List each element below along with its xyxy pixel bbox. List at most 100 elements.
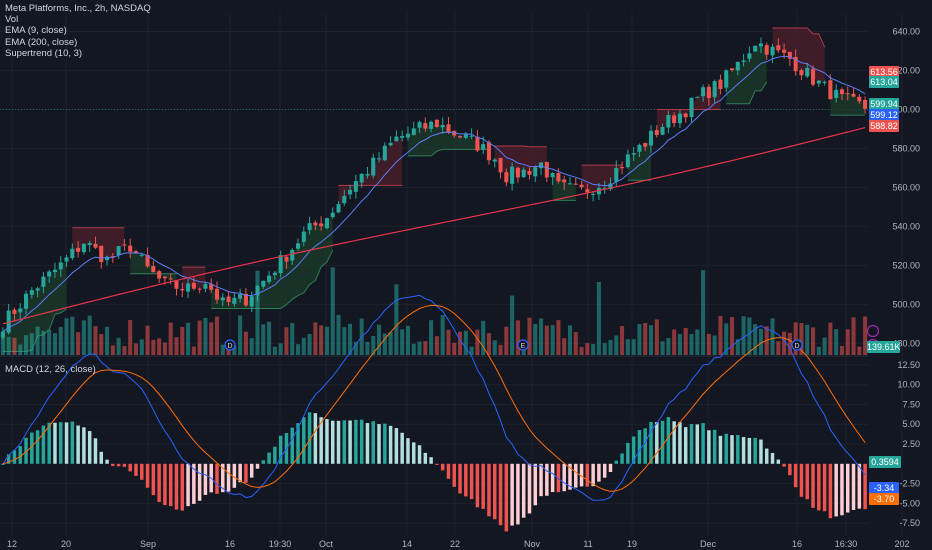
volume-bar — [133, 343, 139, 355]
candle-body — [463, 134, 468, 138]
candle-body — [145, 254, 150, 267]
histogram-bar — [111, 463, 115, 466]
price-tick-label: 620.00 — [892, 65, 920, 75]
histogram-bar — [475, 463, 480, 508]
volume-bar — [591, 344, 596, 355]
candle-body — [209, 284, 214, 290]
candle-body — [226, 296, 231, 302]
volume-bar — [261, 324, 266, 355]
symbol-title[interactable]: Meta Platforms, Inc., 2h, NASDAQ — [5, 3, 151, 14]
candle-body — [793, 57, 798, 72]
volume-bar — [544, 325, 549, 355]
candle-body — [851, 93, 856, 97]
histogram-bar — [707, 430, 711, 464]
volume-bar — [701, 270, 706, 355]
candle-body — [504, 172, 509, 183]
candle-body — [6, 310, 11, 333]
volume-bar — [382, 333, 387, 355]
candle-body — [47, 271, 52, 277]
supertrend-band — [2, 259, 67, 352]
candle-body — [625, 154, 630, 168]
histogram-bar — [718, 435, 723, 464]
event-marker[interactable] — [791, 339, 803, 351]
histogram-bar — [516, 463, 520, 525]
legend-supertrend[interactable]: Supertrend (10, 3) — [5, 47, 83, 59]
candle-body — [168, 278, 173, 280]
histogram-bar — [244, 463, 248, 483]
candle-body — [313, 222, 318, 226]
volume-bar — [469, 346, 474, 355]
histogram-bar — [24, 437, 28, 464]
volume-bar — [12, 337, 17, 355]
supertrend-band — [407, 123, 489, 156]
volume-bar — [411, 343, 416, 355]
candle-body — [521, 169, 526, 178]
volume-bar — [498, 344, 503, 355]
candle-body — [712, 81, 717, 98]
volume-bar — [475, 329, 480, 355]
volume-bar — [811, 327, 816, 355]
volume-bar — [81, 320, 86, 355]
candle-body — [816, 80, 821, 84]
volume-bar — [24, 335, 29, 355]
candle-body — [741, 60, 746, 62]
candle-body — [58, 262, 63, 270]
volume-bar — [29, 333, 34, 355]
volume-bar — [567, 325, 573, 355]
histogram-bar — [469, 463, 474, 500]
volume-bar — [608, 339, 613, 355]
volume-bar — [58, 327, 63, 355]
volume-bar — [706, 333, 711, 355]
last-price-badge: 599.94 — [869, 98, 899, 110]
candle-body — [365, 174, 370, 176]
macd-histogram — [1, 412, 867, 532]
supertrend-band — [830, 89, 866, 116]
histogram-bar — [724, 433, 728, 464]
histogram-bar — [857, 463, 862, 509]
candle-body — [729, 68, 735, 71]
candle-body — [116, 246, 121, 256]
histogram-bar — [498, 463, 503, 526]
ema-fast-line — [2, 55, 866, 333]
legend-ema-fast[interactable]: EMA (9, close) — [5, 25, 67, 37]
volume-bar — [191, 346, 196, 355]
candle-body — [272, 272, 277, 276]
candle-body — [162, 276, 167, 279]
volume-bar — [666, 338, 671, 355]
volume-bar — [672, 329, 677, 355]
macd-lines — [2, 294, 866, 501]
candle-body — [110, 256, 115, 258]
candle-body — [411, 128, 416, 135]
legend-vol[interactable]: Vol — [5, 14, 19, 26]
histogram-bar — [527, 463, 532, 514]
candle-body — [64, 257, 69, 262]
candle-body — [863, 99, 868, 109]
supertrend-band — [494, 146, 547, 178]
histogram-bar — [637, 430, 642, 464]
candle-body — [839, 89, 844, 95]
price-tick-label: 540.00 — [892, 221, 920, 231]
candle-body — [515, 167, 520, 178]
event-marker[interactable] — [517, 339, 529, 351]
candle-body — [128, 245, 133, 252]
candle-body — [249, 296, 254, 307]
histogram-bar — [846, 463, 850, 513]
histogram-bar — [186, 463, 190, 507]
histogram-bar — [168, 463, 173, 507]
volume-bar — [695, 329, 700, 355]
volume-bar — [758, 328, 763, 355]
volume-bar — [249, 338, 254, 355]
time-tick-label: 202 — [894, 539, 909, 549]
candle-body — [556, 173, 561, 182]
volume-bar — [145, 325, 150, 355]
add-event-icon[interactable] — [866, 324, 880, 338]
legend-macd[interactable]: MACD (12, 26, close) — [5, 364, 96, 375]
event-marker[interactable] — [224, 339, 236, 351]
time-tick-label: 14 — [402, 539, 412, 549]
volume-bar — [683, 328, 688, 355]
histogram-bar — [1, 463, 5, 465]
legend-ema-slow[interactable]: EMA (200, close) — [5, 36, 78, 48]
candle-body — [834, 89, 839, 98]
histogram-bar — [354, 419, 358, 464]
